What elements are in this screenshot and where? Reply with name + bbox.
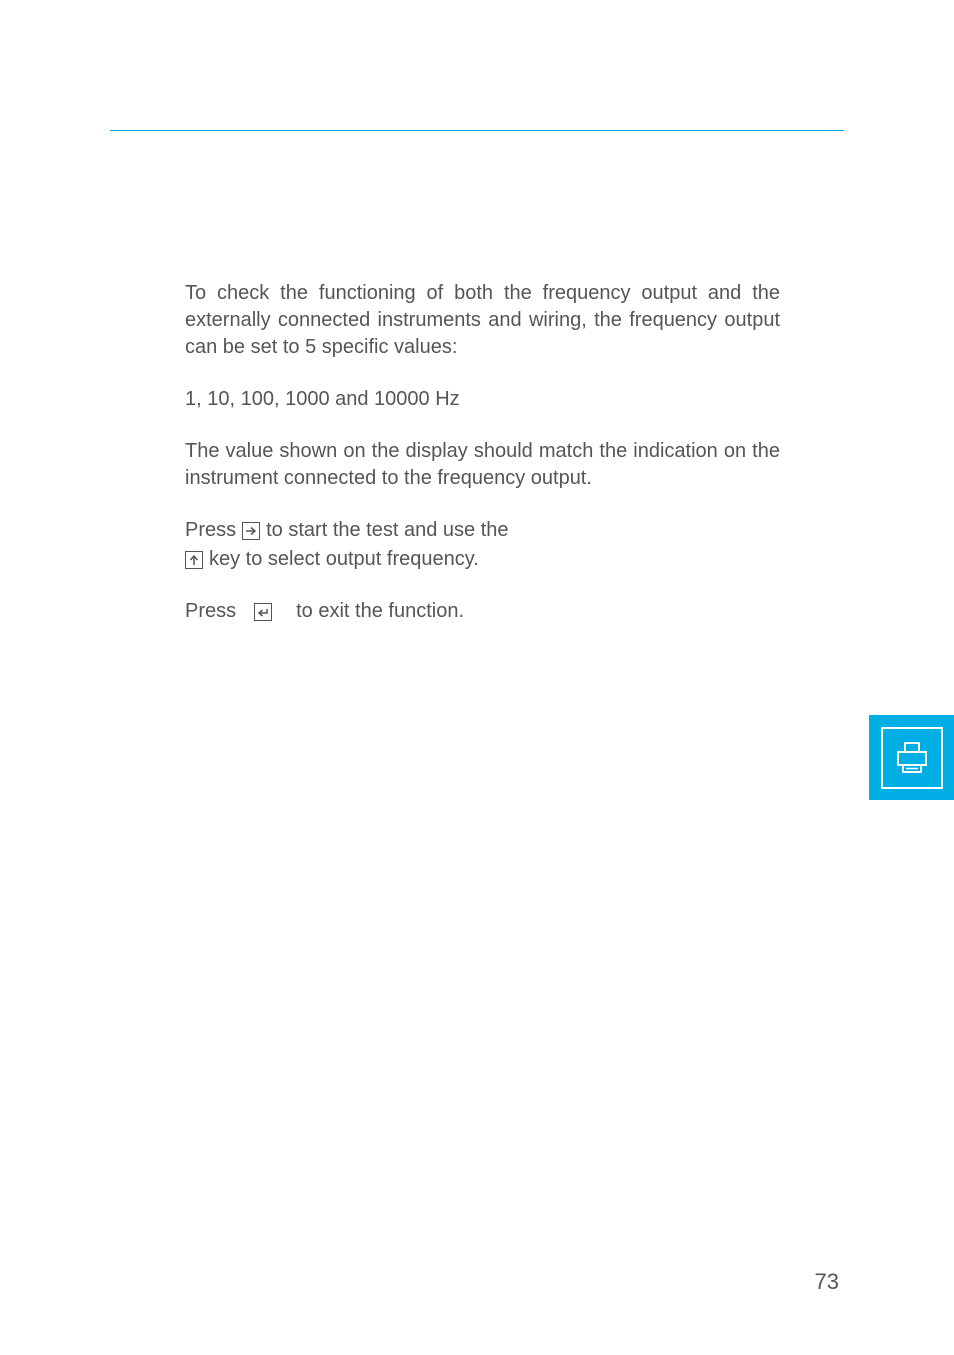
- printer-tab-icon: [893, 739, 931, 777]
- top-horizontal-rule: [110, 130, 844, 131]
- page-number: 73: [815, 1269, 839, 1295]
- text-press-1: Press: [185, 517, 236, 544]
- instruction-line-2: key to select output frequency.: [185, 546, 780, 573]
- instruction-line-1: Press to start the test and use the: [185, 517, 780, 544]
- right-arrow-key-icon: [242, 522, 260, 540]
- paragraph-2: 1, 10, 100, 1000 and 10000 Hz: [185, 386, 780, 413]
- text-exit-function: to exit the function.: [296, 598, 464, 625]
- instruction-line-3: Press to exit the function.: [185, 598, 780, 625]
- text-select-frequency: key to select output frequency.: [209, 546, 479, 573]
- paragraph-3: The value shown on the display should ma…: [185, 438, 780, 492]
- side-tab: [869, 715, 954, 800]
- enter-key-icon: [254, 603, 272, 621]
- paragraph-1: To check the functioning of both the fre…: [185, 280, 780, 361]
- side-tab-frame: [881, 727, 943, 789]
- up-arrow-key-icon: [185, 551, 203, 569]
- text-press-2: Press: [185, 598, 236, 625]
- body-content: To check the functioning of both the fre…: [185, 280, 780, 627]
- text-start-test: to start the test and use the: [266, 517, 508, 544]
